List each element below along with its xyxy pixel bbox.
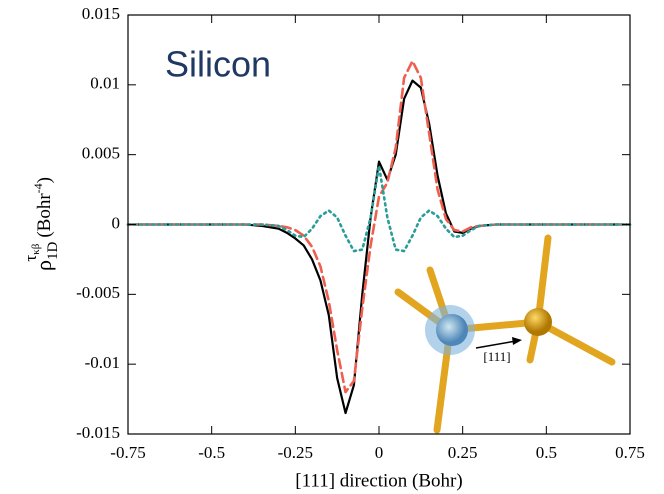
series-line	[128, 61, 630, 392]
series-line	[128, 81, 630, 413]
x-tick-label: 0.5	[536, 443, 557, 462]
y-tick-label: 0	[112, 213, 121, 232]
y-label-unit-exponent: -4	[31, 183, 45, 193]
y-tick-label: -0.005	[76, 283, 120, 302]
annotation: Silicon	[165, 44, 271, 85]
x-tick-label: -0.25	[278, 443, 313, 462]
y-tick-label: -0.01	[85, 353, 120, 372]
y-tick-label: 0.01	[90, 74, 120, 93]
x-tick-label: -0.5	[198, 443, 225, 462]
chart: [111] Silicon [111] direction (Bohr) ρ1D…	[0, 0, 664, 494]
y-label-subscript: 1D	[45, 242, 61, 261]
x-tick-label: 0.25	[448, 443, 478, 462]
inset-label: [111]	[483, 349, 510, 364]
y-axis-label: ρ1Dτκβ(Bohr-4)	[21, 177, 62, 271]
y-tick-label: 0.005	[82, 144, 120, 163]
x-axis-label: [111] direction (Bohr)	[295, 470, 462, 491]
y-label-unit: (Bohr	[34, 193, 55, 238]
inset-molecule	[398, 238, 612, 430]
series-line	[128, 166, 630, 251]
y-label-unit-close: )	[34, 177, 55, 183]
x-tick-label: 0.75	[615, 443, 645, 462]
y-label-superscript-sub: κβ	[30, 243, 42, 255]
x-tick-label: 0	[375, 443, 384, 462]
x-tick-label: -0.75	[110, 443, 145, 462]
y-tick-label: -0.015	[76, 423, 120, 442]
y-tick-label: 0.015	[82, 4, 120, 23]
